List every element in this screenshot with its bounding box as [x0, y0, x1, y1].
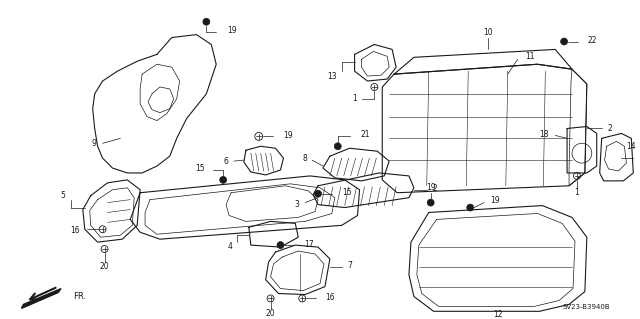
Text: 20: 20 [266, 309, 275, 318]
Circle shape [561, 38, 568, 45]
Text: 8: 8 [303, 154, 307, 163]
Text: 22: 22 [588, 36, 597, 45]
Circle shape [334, 143, 341, 150]
Text: 1: 1 [575, 188, 579, 197]
Text: 19: 19 [426, 183, 435, 192]
Text: 20: 20 [100, 262, 109, 271]
Text: 19: 19 [227, 26, 237, 35]
Polygon shape [22, 289, 61, 308]
Text: 18: 18 [539, 130, 548, 139]
Text: 2: 2 [607, 124, 612, 133]
Text: FR.: FR. [73, 292, 86, 301]
Text: 11: 11 [525, 52, 535, 61]
Text: 15: 15 [342, 188, 351, 197]
Text: 5: 5 [60, 191, 65, 200]
Text: 3: 3 [294, 200, 300, 209]
Circle shape [277, 241, 284, 249]
Text: 21: 21 [360, 130, 370, 139]
Text: 6: 6 [223, 157, 228, 166]
Circle shape [315, 190, 321, 197]
Circle shape [428, 199, 434, 206]
Circle shape [467, 204, 474, 211]
Text: 13: 13 [327, 71, 337, 81]
Text: 16: 16 [70, 226, 80, 235]
Text: 17: 17 [304, 240, 314, 249]
Text: 19: 19 [284, 131, 293, 140]
Text: 14: 14 [627, 142, 636, 151]
Text: 1: 1 [352, 94, 356, 103]
Text: 4: 4 [227, 241, 232, 251]
Text: 16: 16 [325, 293, 335, 302]
Text: 9: 9 [92, 139, 97, 148]
Text: SV23-B3940B: SV23-B3940B [562, 304, 610, 310]
Text: 10: 10 [483, 28, 493, 37]
Text: 15: 15 [195, 164, 204, 173]
Text: 19: 19 [490, 196, 500, 205]
Circle shape [220, 176, 227, 183]
Circle shape [203, 18, 210, 25]
Text: 12: 12 [493, 310, 502, 319]
Text: 7: 7 [348, 261, 353, 271]
Text: 2: 2 [433, 184, 437, 193]
